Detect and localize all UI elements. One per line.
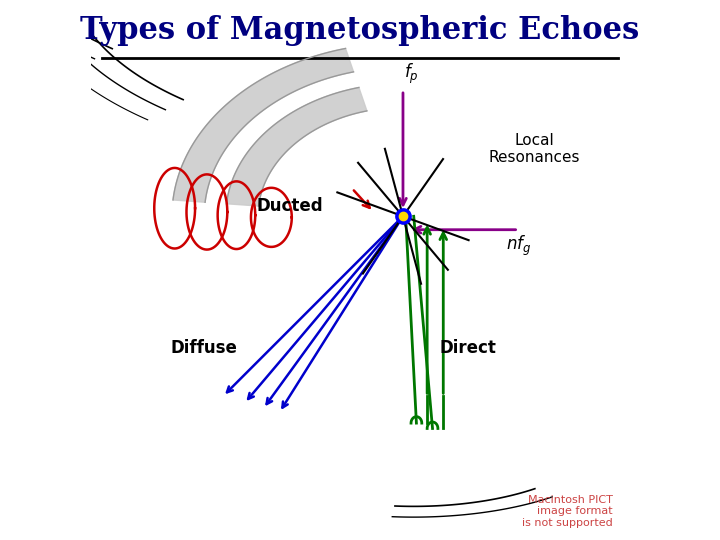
Text: $f_p$: $f_p$: [404, 62, 418, 86]
Text: Diffuse: Diffuse: [171, 339, 238, 357]
Text: Local
Resonances: Local Resonances: [489, 133, 580, 165]
Polygon shape: [173, 49, 354, 202]
Text: Types of Magnetospheric Echoes: Types of Magnetospheric Echoes: [81, 16, 639, 46]
Text: Macintosh PICT
image format
is not supported: Macintosh PICT image format is not suppo…: [522, 495, 613, 528]
Text: Direct: Direct: [439, 339, 496, 357]
Text: $nf_g$: $nf_g$: [506, 234, 531, 258]
Polygon shape: [227, 87, 367, 206]
Text: Ducted: Ducted: [257, 197, 323, 214]
